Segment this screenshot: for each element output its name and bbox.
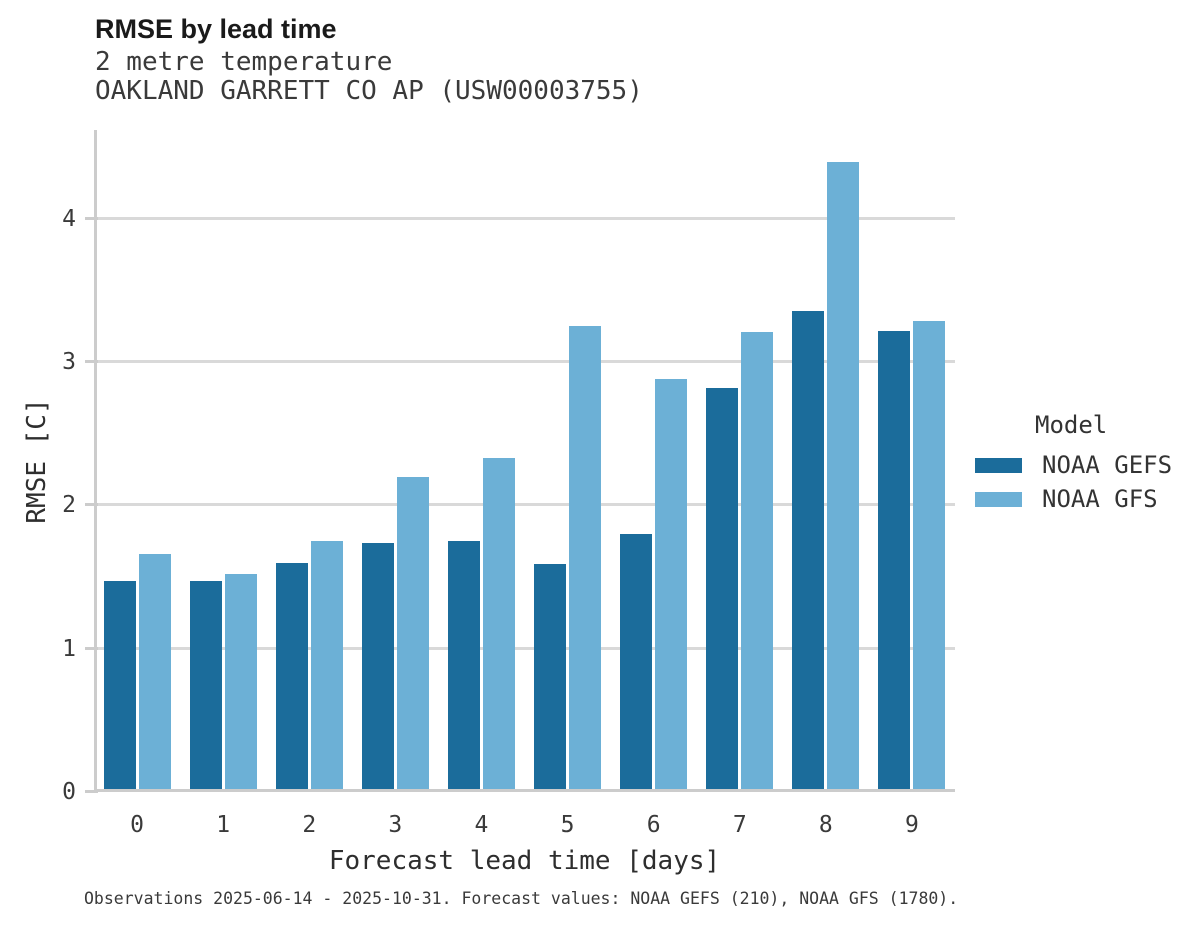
bar-noaa-gefs-lead-5 [534,564,567,792]
y-tick-label-0: 0 [62,779,76,805]
bar-noaa-gefs-lead-0 [103,581,136,792]
bar-noaa-gefs-lead-2 [275,562,308,792]
x-tick-label-6: 6 [646,812,661,838]
bar-noaa-gefs-lead-9 [878,330,911,792]
y-tick-label-4: 4 [62,205,76,232]
legend-swatch [975,457,1022,473]
y-tick-label-1: 1 [62,635,76,662]
gridline-y-4 [94,216,955,220]
legend-label: NOAA GFS [1042,485,1158,513]
subtitle-station: OAKLAND GARRETT CO AP (USW00003755) [95,76,643,106]
x-tick-label-5: 5 [560,812,575,838]
chart-subtitle: 2 metre temperature OAKLAND GARRETT CO A… [95,48,643,106]
bar-noaa-gfs-lead-9 [913,320,946,792]
legend-entry-noaa-gefs: NOAA GEFS [975,448,1172,482]
bar-noaa-gefs-lead-7 [706,387,739,792]
bar-noaa-gfs-lead-0 [138,554,171,792]
x-tick-label-1: 1 [216,812,231,838]
bar-noaa-gfs-lead-7 [741,332,774,792]
y-tick-mark-1 [85,646,98,650]
bar-noaa-gefs-lead-3 [361,542,394,792]
bar-noaa-gfs-lead-5 [569,326,602,792]
gridline-y-1 [94,646,955,650]
x-axis-spine [94,789,955,792]
legend-swatch [975,491,1022,507]
x-tick-label-9: 9 [905,812,919,838]
y-tick-mark-2 [85,503,98,507]
legend-entry-noaa-gfs: NOAA GFS [975,482,1172,516]
y-tick-label-3: 3 [62,349,76,376]
legend-entries: NOAA GEFS NOAA GFS [975,448,1172,516]
x-tick-label-4: 4 [474,812,489,838]
plot-area: 0 1 2 3 4 [62,130,955,805]
bar-noaa-gfs-lead-6 [655,379,688,792]
x-tick-label-2: 2 [302,812,317,838]
x-axis-title: Forecast lead time [days] [328,846,721,876]
bar-noaa-gefs-lead-4 [447,541,480,792]
gridline-y-3 [94,360,955,364]
y-tick-mark-3 [85,360,98,364]
gridline-y-2 [94,503,955,507]
bar-noaa-gefs-lead-8 [792,310,825,792]
legend-label: NOAA GEFS [1042,451,1173,479]
legend-title: Model [1035,411,1108,439]
footnote: Observations 2025-06-14 - 2025-10-31. Fo… [84,889,959,908]
bar-noaa-gfs-lead-8 [827,161,860,792]
y-tick-mark-4 [85,216,98,220]
bar-noaa-gfs-lead-4 [482,458,515,792]
subtitle-variable: 2 metre temperature [95,47,393,77]
x-tick-label-0: 0 [130,812,144,838]
bar-noaa-gfs-lead-2 [310,541,343,792]
y-tick-mark-0 [85,790,98,793]
y-axis-spine [94,130,97,792]
x-tick-label-7: 7 [732,812,747,838]
legend: Model NOAA GEFS NOAA GFS [975,410,1172,516]
bar-noaa-gefs-lead-6 [620,534,653,792]
bar-noaa-gfs-lead-3 [396,476,429,792]
x-tick-label-3: 3 [388,812,403,838]
chart-title: RMSE by lead time [95,14,337,44]
bar-noaa-gfs-lead-1 [224,574,257,792]
y-tick-label-2: 2 [62,492,76,519]
bar-noaa-gefs-lead-1 [189,581,222,792]
x-tick-label-8: 8 [818,812,833,838]
